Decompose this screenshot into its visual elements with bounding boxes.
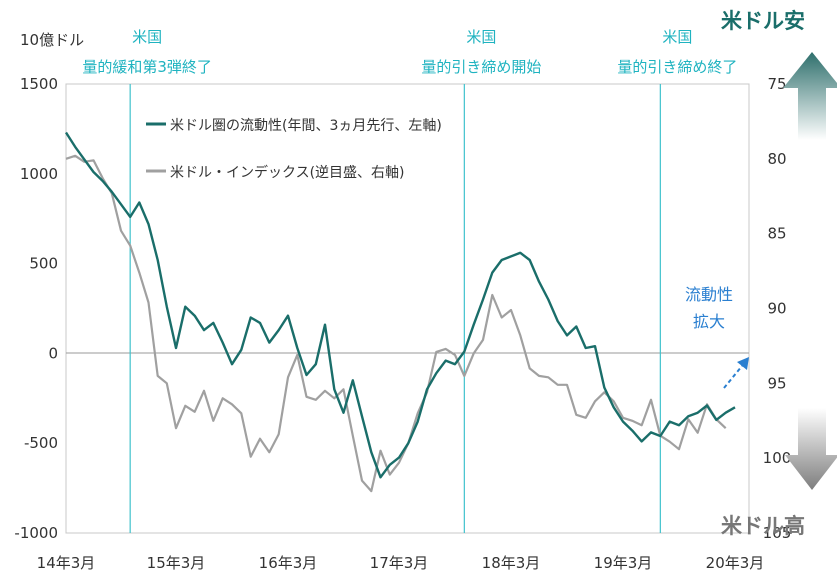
annotation-arrow-line <box>723 365 743 389</box>
left-axis-unit-label: 10億ドル <box>20 31 84 49</box>
x-tick-label: 18年3月 <box>482 554 541 572</box>
event-label-line2: 量的引き締め終了 <box>617 58 737 76</box>
right-tick-label: 100 <box>763 449 792 467</box>
event-label-line1: 米国 <box>662 28 692 46</box>
x-tick-label: 15年3月 <box>147 554 206 572</box>
event-label-line2: 量的引き締め開始 <box>421 58 541 76</box>
dollar-strong-arrow: 米ドル高 <box>721 408 837 538</box>
x-axis-ticks: 14年3月 15年3月 16年3月 17年3月 18年3月 19年3月 20年3月 <box>37 554 765 572</box>
annotation-line1: 流動性 <box>685 285 733 304</box>
liquidity-expansion-annotation: 流動性 拡大 <box>685 285 749 389</box>
down-arrow-icon <box>785 408 837 490</box>
right-axis-ticks: 75 80 85 90 95 100 105 <box>763 75 792 542</box>
right-tick-label: 80 <box>767 150 786 168</box>
x-tick-label: 14年3月 <box>37 554 96 572</box>
x-tick-label: 19年3月 <box>594 554 653 572</box>
x-tick-label: 20年3月 <box>706 554 765 572</box>
series-dollar-index-line <box>65 154 727 493</box>
left-tick-label: 1000 <box>20 165 58 183</box>
right-tick-label: 90 <box>767 300 786 318</box>
dollar-weak-label: 米ドル安 <box>721 9 805 33</box>
dollar-weak-arrow: 米ドル安 <box>721 9 837 140</box>
event-label-line1: 米国 <box>466 28 496 46</box>
event-label-line2: 量的緩和第3弾終了 <box>82 58 212 76</box>
left-axis-ticks: -1000 -500 0 500 1000 1500 <box>14 75 58 542</box>
left-tick-label: 500 <box>29 255 58 273</box>
annotation-arrow-icon <box>737 357 749 370</box>
legend: 米ドル圏の流動性(年間、3ヵ月先行、左軸) 米ドル・インデックス(逆目盛、右軸) <box>146 118 442 181</box>
legend-label-liquidity: 米ドル圏の流動性(年間、3ヵ月先行、左軸) <box>170 118 442 134</box>
right-tick-label: 75 <box>767 75 786 93</box>
series-liquidity-line <box>64 131 736 479</box>
x-tick-label: 17年3月 <box>370 554 429 572</box>
legend-label-dollar-index: 米ドル・インデックス(逆目盛、右軸) <box>170 164 405 181</box>
x-tick-label: 16年3月 <box>259 554 318 572</box>
left-tick-label: 1500 <box>20 75 58 93</box>
right-tick-label: 95 <box>767 374 786 392</box>
left-tick-label: 0 <box>48 344 58 362</box>
dollar-strong-label: 米ドル高 <box>721 514 805 538</box>
left-tick-label: -500 <box>24 434 58 452</box>
plot-area <box>65 83 750 534</box>
event-label-line1: 米国 <box>132 28 162 46</box>
annotation-line2: 拡大 <box>693 312 725 331</box>
up-arrow-icon <box>783 52 837 140</box>
right-tick-label: 105 <box>763 524 792 542</box>
right-tick-label: 85 <box>767 225 786 243</box>
left-tick-label: -1000 <box>14 524 58 542</box>
